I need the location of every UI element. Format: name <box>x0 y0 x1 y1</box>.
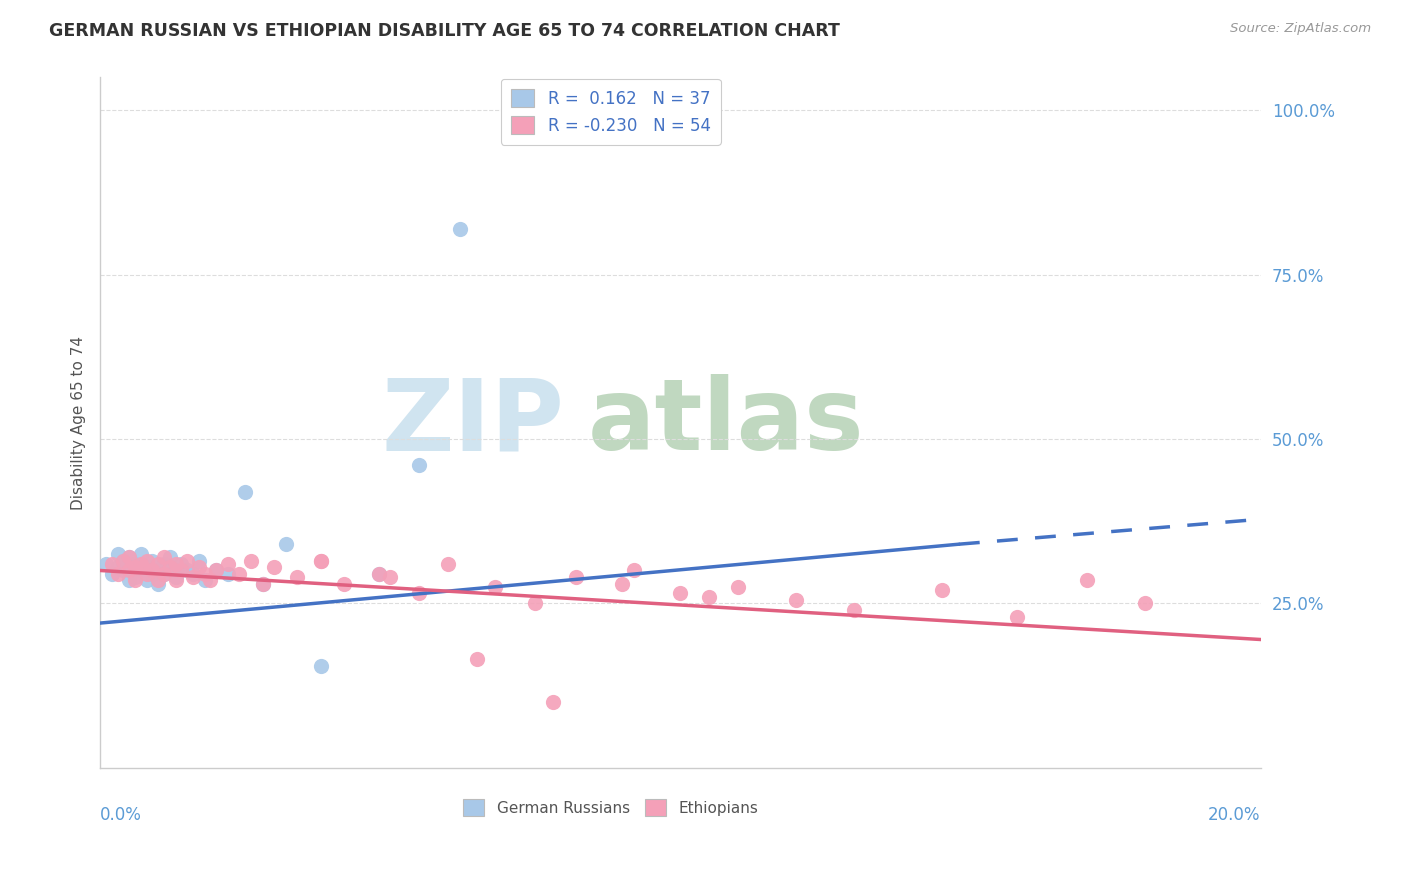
Point <box>124 557 146 571</box>
Point <box>228 566 250 581</box>
Point <box>181 570 204 584</box>
Point <box>623 564 645 578</box>
Point <box>844 603 866 617</box>
Point <box>135 560 157 574</box>
Point <box>153 566 176 581</box>
Point <box>170 564 193 578</box>
Point <box>165 557 187 571</box>
Point <box>100 557 122 571</box>
Point <box>129 547 152 561</box>
Point <box>124 574 146 588</box>
Text: 20.0%: 20.0% <box>1208 805 1261 823</box>
Point <box>484 580 506 594</box>
Point <box>699 590 721 604</box>
Point <box>252 576 274 591</box>
Point <box>449 221 471 235</box>
Point <box>367 566 389 581</box>
Point <box>153 566 176 581</box>
Point <box>146 564 169 578</box>
Point <box>240 554 263 568</box>
Point <box>141 566 163 581</box>
Point <box>118 550 141 565</box>
Point <box>187 554 209 568</box>
Point <box>100 566 122 581</box>
Point <box>437 557 460 571</box>
Point <box>170 557 193 571</box>
Point <box>785 593 807 607</box>
Point <box>541 695 564 709</box>
Y-axis label: Disability Age 65 to 74: Disability Age 65 to 74 <box>72 335 86 509</box>
Point <box>176 564 198 578</box>
Point <box>612 576 634 591</box>
Point <box>141 564 163 578</box>
Point <box>524 596 547 610</box>
Point <box>194 566 217 581</box>
Point <box>205 564 228 578</box>
Point <box>118 574 141 588</box>
Point <box>217 566 239 581</box>
Point <box>118 564 141 578</box>
Text: Source: ZipAtlas.com: Source: ZipAtlas.com <box>1230 22 1371 36</box>
Text: 0.0%: 0.0% <box>100 805 142 823</box>
Point <box>333 576 356 591</box>
Text: GERMAN RUSSIAN VS ETHIOPIAN DISABILITY AGE 65 TO 74 CORRELATION CHART: GERMAN RUSSIAN VS ETHIOPIAN DISABILITY A… <box>49 22 841 40</box>
Point <box>129 557 152 571</box>
Point <box>217 557 239 571</box>
Point <box>309 554 332 568</box>
Point <box>194 574 217 588</box>
Point <box>94 557 117 571</box>
Point <box>135 574 157 588</box>
Point <box>727 580 749 594</box>
Point <box>159 560 181 574</box>
Point <box>107 560 129 574</box>
Point <box>112 564 135 578</box>
Point <box>159 560 181 574</box>
Point <box>380 570 402 584</box>
Point <box>146 557 169 571</box>
Point <box>107 566 129 581</box>
Point <box>200 574 222 588</box>
Point <box>309 554 332 568</box>
Point <box>1076 574 1098 588</box>
Point <box>367 566 389 581</box>
Point <box>129 564 152 578</box>
Point <box>153 550 176 565</box>
Point <box>205 564 228 578</box>
Point <box>146 574 169 588</box>
Point <box>107 547 129 561</box>
Point <box>1005 609 1028 624</box>
Point <box>252 576 274 591</box>
Point <box>124 570 146 584</box>
Point <box>565 570 588 584</box>
Point <box>153 557 176 571</box>
Point <box>669 586 692 600</box>
Point <box>165 574 187 588</box>
Point <box>118 550 141 565</box>
Point <box>187 560 209 574</box>
Point <box>159 550 181 565</box>
Point <box>112 554 135 568</box>
Point <box>408 458 430 473</box>
Point <box>274 537 297 551</box>
Text: atlas: atlas <box>588 374 865 471</box>
Point <box>1133 596 1156 610</box>
Point <box>112 554 135 568</box>
Point <box>233 484 256 499</box>
Point <box>146 576 169 591</box>
Point <box>309 658 332 673</box>
Point <box>141 554 163 568</box>
Point <box>135 566 157 581</box>
Point <box>181 566 204 581</box>
Legend: German Russians, Ethiopians: German Russians, Ethiopians <box>457 793 765 822</box>
Point <box>165 570 187 584</box>
Text: ZIP: ZIP <box>381 374 564 471</box>
Point <box>176 554 198 568</box>
Point <box>465 652 488 666</box>
Point <box>135 554 157 568</box>
Point <box>124 560 146 574</box>
Point <box>263 560 285 574</box>
Point <box>931 583 953 598</box>
Point <box>408 586 430 600</box>
Point <box>287 570 309 584</box>
